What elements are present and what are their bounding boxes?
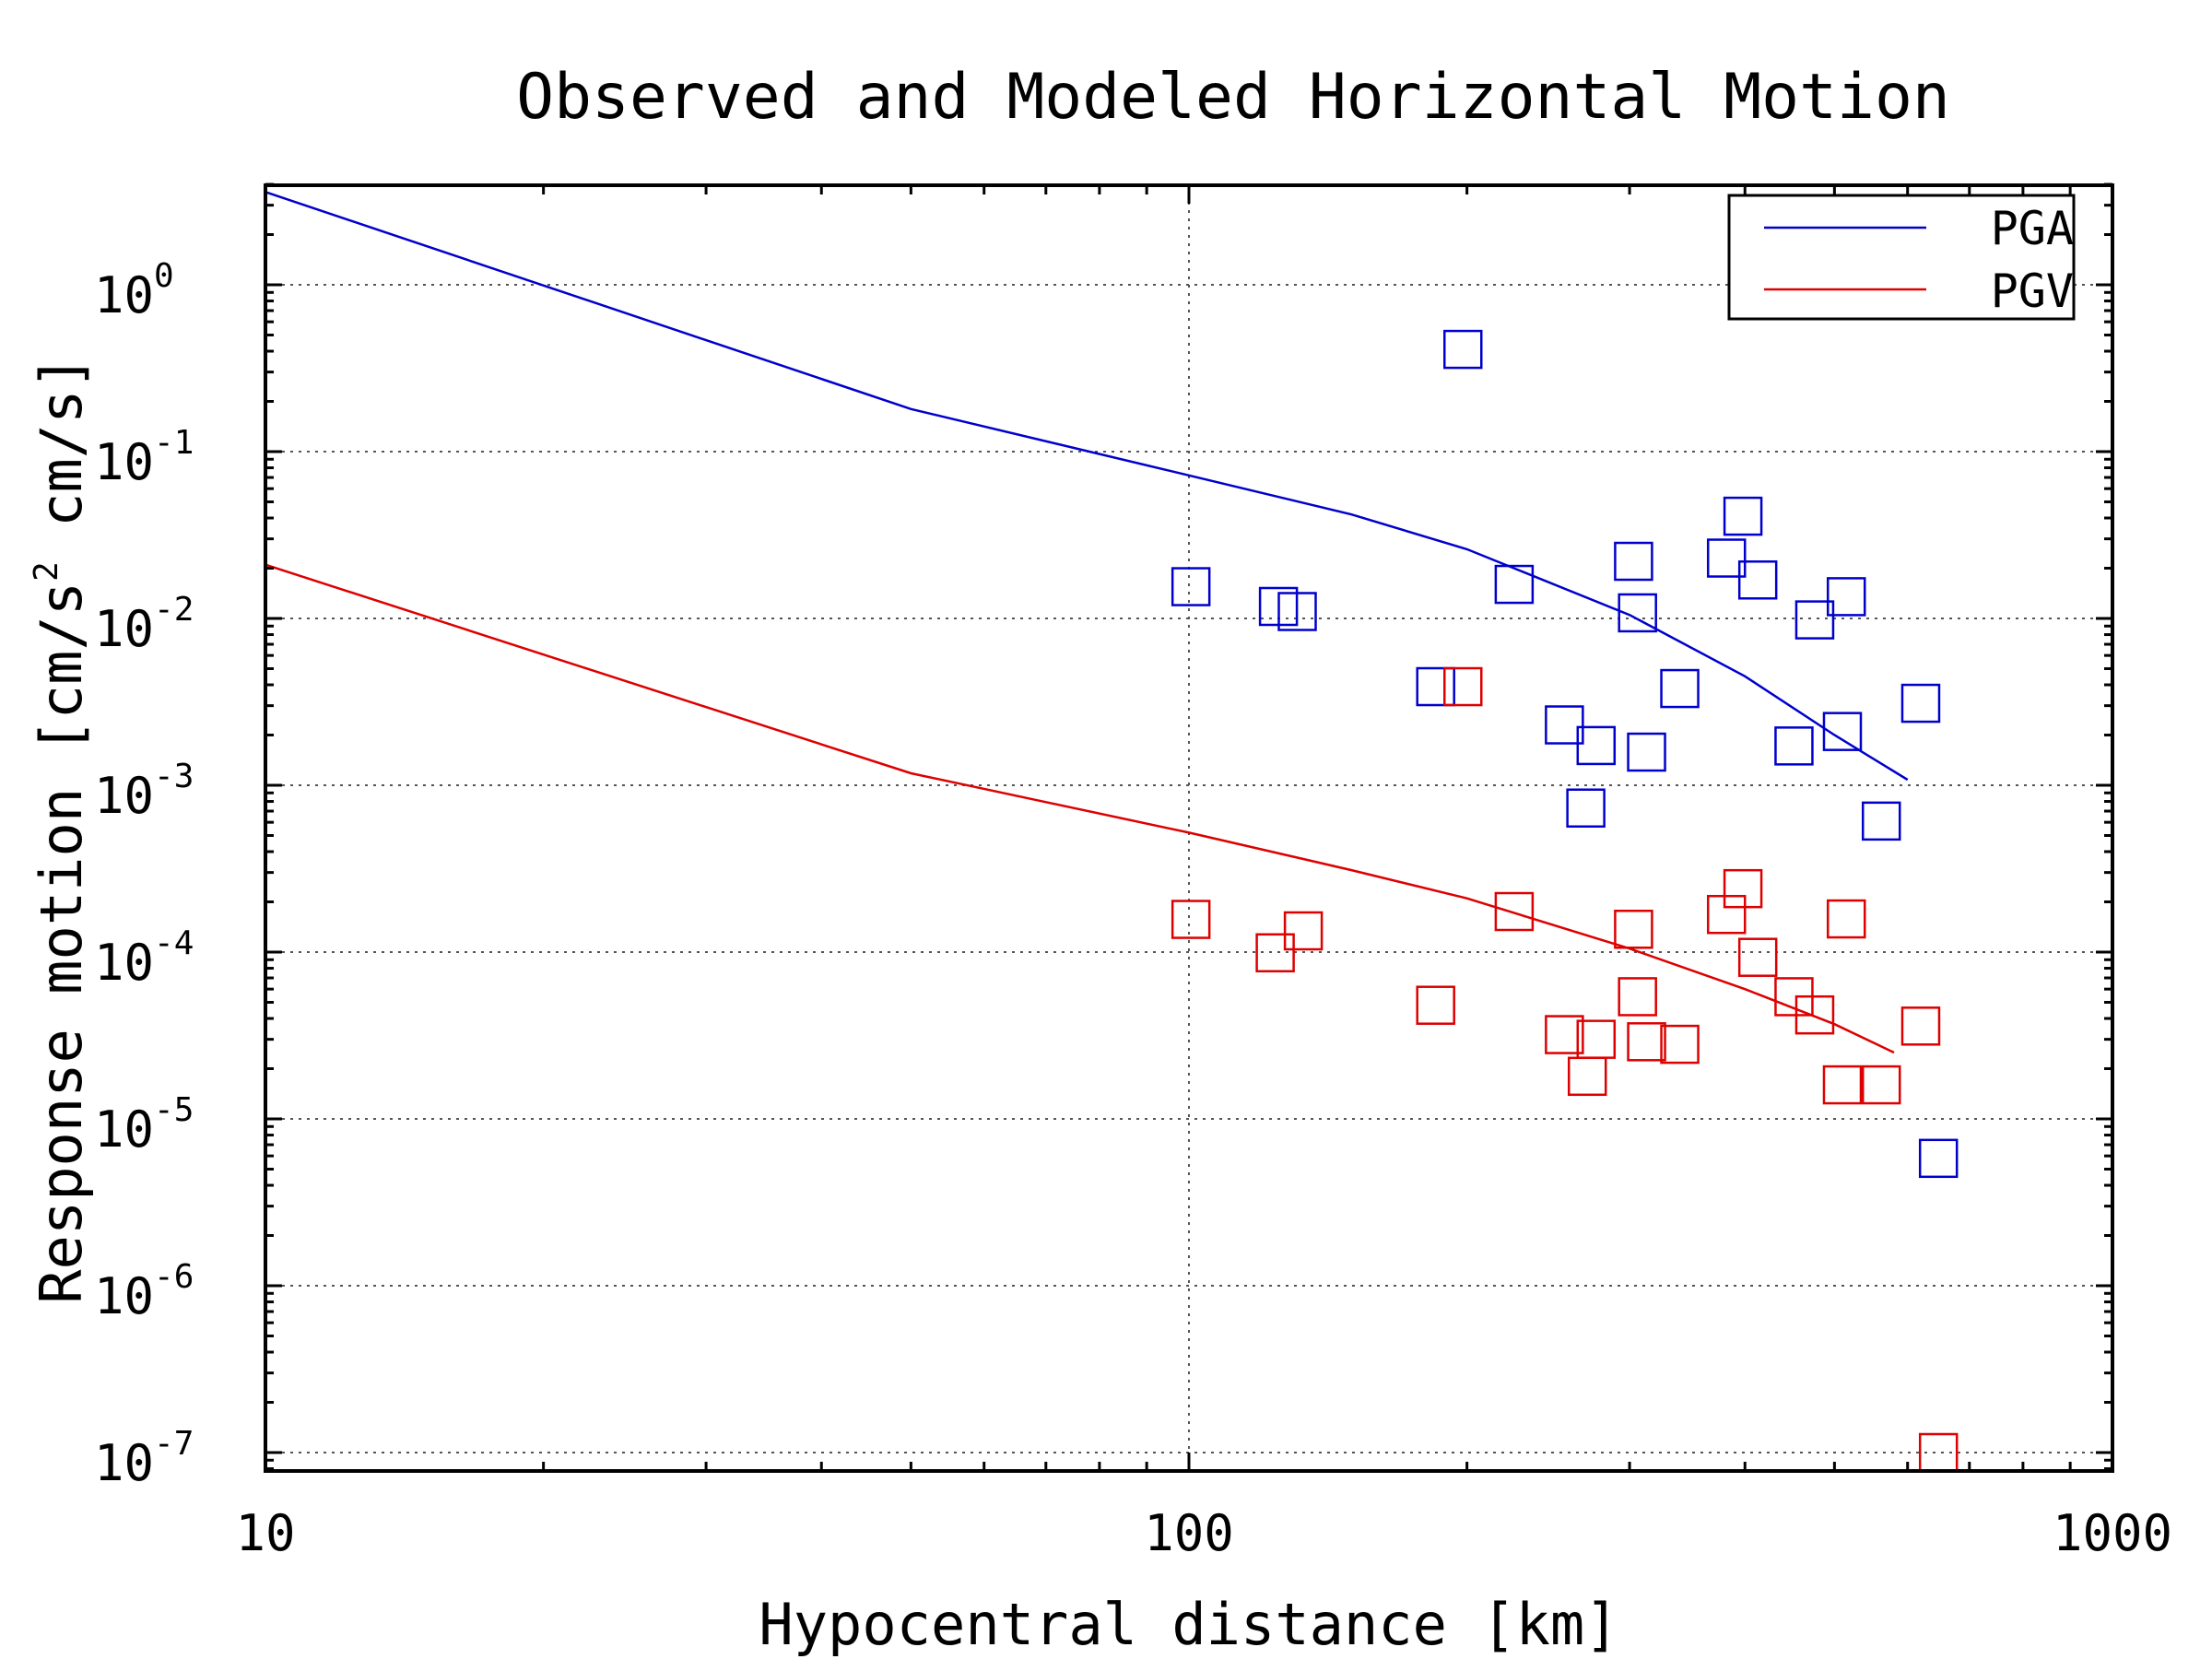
observed-point-pgv — [1443, 666, 1483, 707]
observed-point-pgv — [1283, 911, 1324, 951]
observed-point-pgv — [1494, 891, 1535, 932]
y-tick-base: 10 — [94, 1100, 154, 1159]
y-tick-label: 10-1 — [94, 424, 194, 491]
observed-point-pga — [1416, 666, 1455, 707]
y-axis-label-part-1: Response motion [cm/s — [28, 582, 95, 1304]
observed-point-pgv — [1576, 1019, 1617, 1059]
y-tick-exponent: -1 — [154, 424, 194, 462]
observed-point-pga — [1900, 683, 1941, 724]
model-curves — [265, 191, 1909, 1054]
observed-point-pga — [1494, 564, 1535, 605]
legend-label-pga: PGA — [1991, 202, 2074, 255]
observed-point-pga — [1660, 668, 1700, 709]
y-tick-exponent: -7 — [154, 1425, 194, 1463]
observed-point-pga — [1861, 801, 1901, 841]
observed-point-pga — [1443, 329, 1483, 370]
model-line-pgv — [265, 563, 1895, 1054]
observed-point-pga — [1774, 726, 1814, 766]
gridlines — [265, 185, 2112, 1471]
x-tick-labels: 10 100 1000 — [235, 1504, 2172, 1562]
y-tick-base: 10 — [94, 934, 154, 992]
y-tick-exponent: 0 — [154, 257, 174, 295]
y-tick-exponent: -6 — [154, 1258, 194, 1296]
observed-point-pga — [1627, 732, 1666, 772]
legend-label-pgv: PGV — [1991, 265, 2074, 318]
observed-point-pga — [1918, 1138, 1959, 1179]
y-tick-base: 10 — [94, 433, 154, 491]
observed-point-pga — [1614, 541, 1653, 582]
observed-point-pgv — [1737, 937, 1778, 977]
y-tick-exponent: -3 — [154, 758, 194, 795]
y-axis-label-exponent: 2 — [28, 561, 65, 582]
observed-point-pgv — [1171, 900, 1211, 939]
observed-point-pgv — [1567, 1056, 1607, 1097]
y-tick-label: 10-5 — [94, 1091, 194, 1159]
observed-point-pgv — [1660, 1024, 1700, 1065]
chart-title: Observed and Modeled Horizontal Motion — [516, 61, 1950, 134]
y-tick-label: 10-2 — [94, 591, 194, 658]
y-tick-label: 10-7 — [94, 1425, 194, 1492]
observed-point-pga — [1171, 567, 1211, 606]
legend: PGA PGV — [1727, 194, 2076, 321]
observed-point-pgv — [1900, 1006, 1941, 1046]
axis-ticks — [264, 182, 2114, 1471]
observed-point-pgv — [1545, 1015, 1584, 1054]
observed-point-pgv — [1826, 899, 1866, 939]
y-tick-base: 10 — [94, 600, 154, 658]
observed-point-pga — [1618, 593, 1657, 633]
y-tick-label: 10-4 — [94, 924, 194, 992]
x-tick-label: 100 — [1144, 1504, 1234, 1562]
y-tick-base: 10 — [94, 1267, 154, 1325]
x-tick-label: 10 — [235, 1504, 295, 1562]
observed-point-pga — [1576, 725, 1617, 766]
observed-point-pgv — [1618, 977, 1657, 1017]
x-axis-label: Hypocentral distance [km] — [759, 1591, 1618, 1658]
y-tick-label: 10-6 — [94, 1258, 194, 1325]
observed-point-pga — [1737, 560, 1778, 600]
observed-point-pga — [1723, 496, 1763, 536]
observed-point-pgv — [1706, 894, 1747, 935]
y-tick-base: 10 — [94, 1434, 154, 1492]
observed-point-pga — [1545, 705, 1584, 745]
legend-box — [1727, 194, 2076, 321]
observed-point-pga — [1706, 538, 1747, 578]
observed-point-pgv — [1822, 1065, 1863, 1105]
observed-point-pgv — [1614, 910, 1653, 949]
x-tick-label: 1000 — [2053, 1504, 2172, 1562]
observed-point-pgv — [1861, 1065, 1901, 1105]
observed-point-pga — [1822, 712, 1863, 751]
observed-point-pga — [1794, 600, 1835, 640]
observed-markers — [1171, 329, 1959, 1473]
y-tick-label: 10-3 — [94, 758, 194, 825]
y-tick-exponent: -5 — [154, 1091, 194, 1129]
observed-point-pgv — [1794, 994, 1835, 1035]
observed-point-pga — [1566, 788, 1606, 828]
observed-point-pgv — [1723, 868, 1763, 909]
y-tick-base: 10 — [94, 767, 154, 825]
y-tick-exponent: -4 — [154, 924, 194, 962]
y-axis-label: Response motion [cm/s2 cm/s] — [28, 355, 95, 1304]
observed-point-pga — [1826, 577, 1866, 617]
y-axis-label-part-2: cm/s] — [28, 355, 95, 561]
y-tick-base: 10 — [94, 266, 154, 324]
model-line-pga — [265, 191, 1909, 782]
y-tick-exponent: -2 — [154, 591, 194, 629]
observed-point-pgv — [1416, 985, 1455, 1025]
observed-point-pgv — [1627, 1022, 1666, 1062]
y-tick-label: 100 — [94, 257, 174, 324]
observed-point-pga — [1277, 592, 1317, 631]
observed-point-pgv — [1255, 933, 1295, 973]
